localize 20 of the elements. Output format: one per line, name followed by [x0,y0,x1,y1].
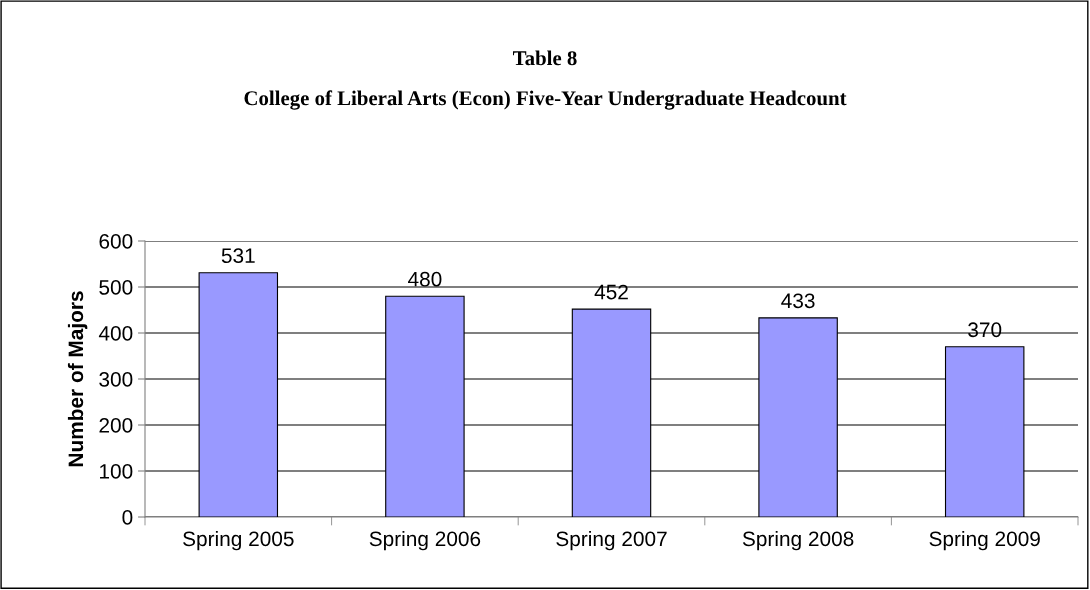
chart-title: Table 8 [513,50,577,66]
y-tick-label: 400 [98,326,133,341]
x-tick-label: Spring 2005 [183,530,294,551]
data-label: 433 [781,293,815,309]
y-tick-label: 500 [99,280,133,295]
data-label: 480 [408,271,442,287]
data-label: 531 [221,248,255,264]
y-tick-label: 200 [99,418,133,433]
y-tick-label: 300 [99,372,133,387]
chart-subtitle: College of Liberal Arts (Econ) Five-Year Undergraduate Headcount [244,90,847,110]
y-tick-label: 600 [99,234,133,249]
y-tick-label: 0 [122,510,133,525]
x-tick-label: Spring 2008 [742,530,854,551]
x-tick-label: Spring 2009 [929,530,1040,551]
y-axis-title: Number of Majors [67,291,88,467]
x-tick-label: Spring 2006 [369,530,481,551]
data-label: 452 [594,284,628,300]
data-label: 370 [968,322,1002,338]
y-tick-label: 100 [100,464,133,479]
x-tick-label: Spring 2007 [556,530,667,551]
